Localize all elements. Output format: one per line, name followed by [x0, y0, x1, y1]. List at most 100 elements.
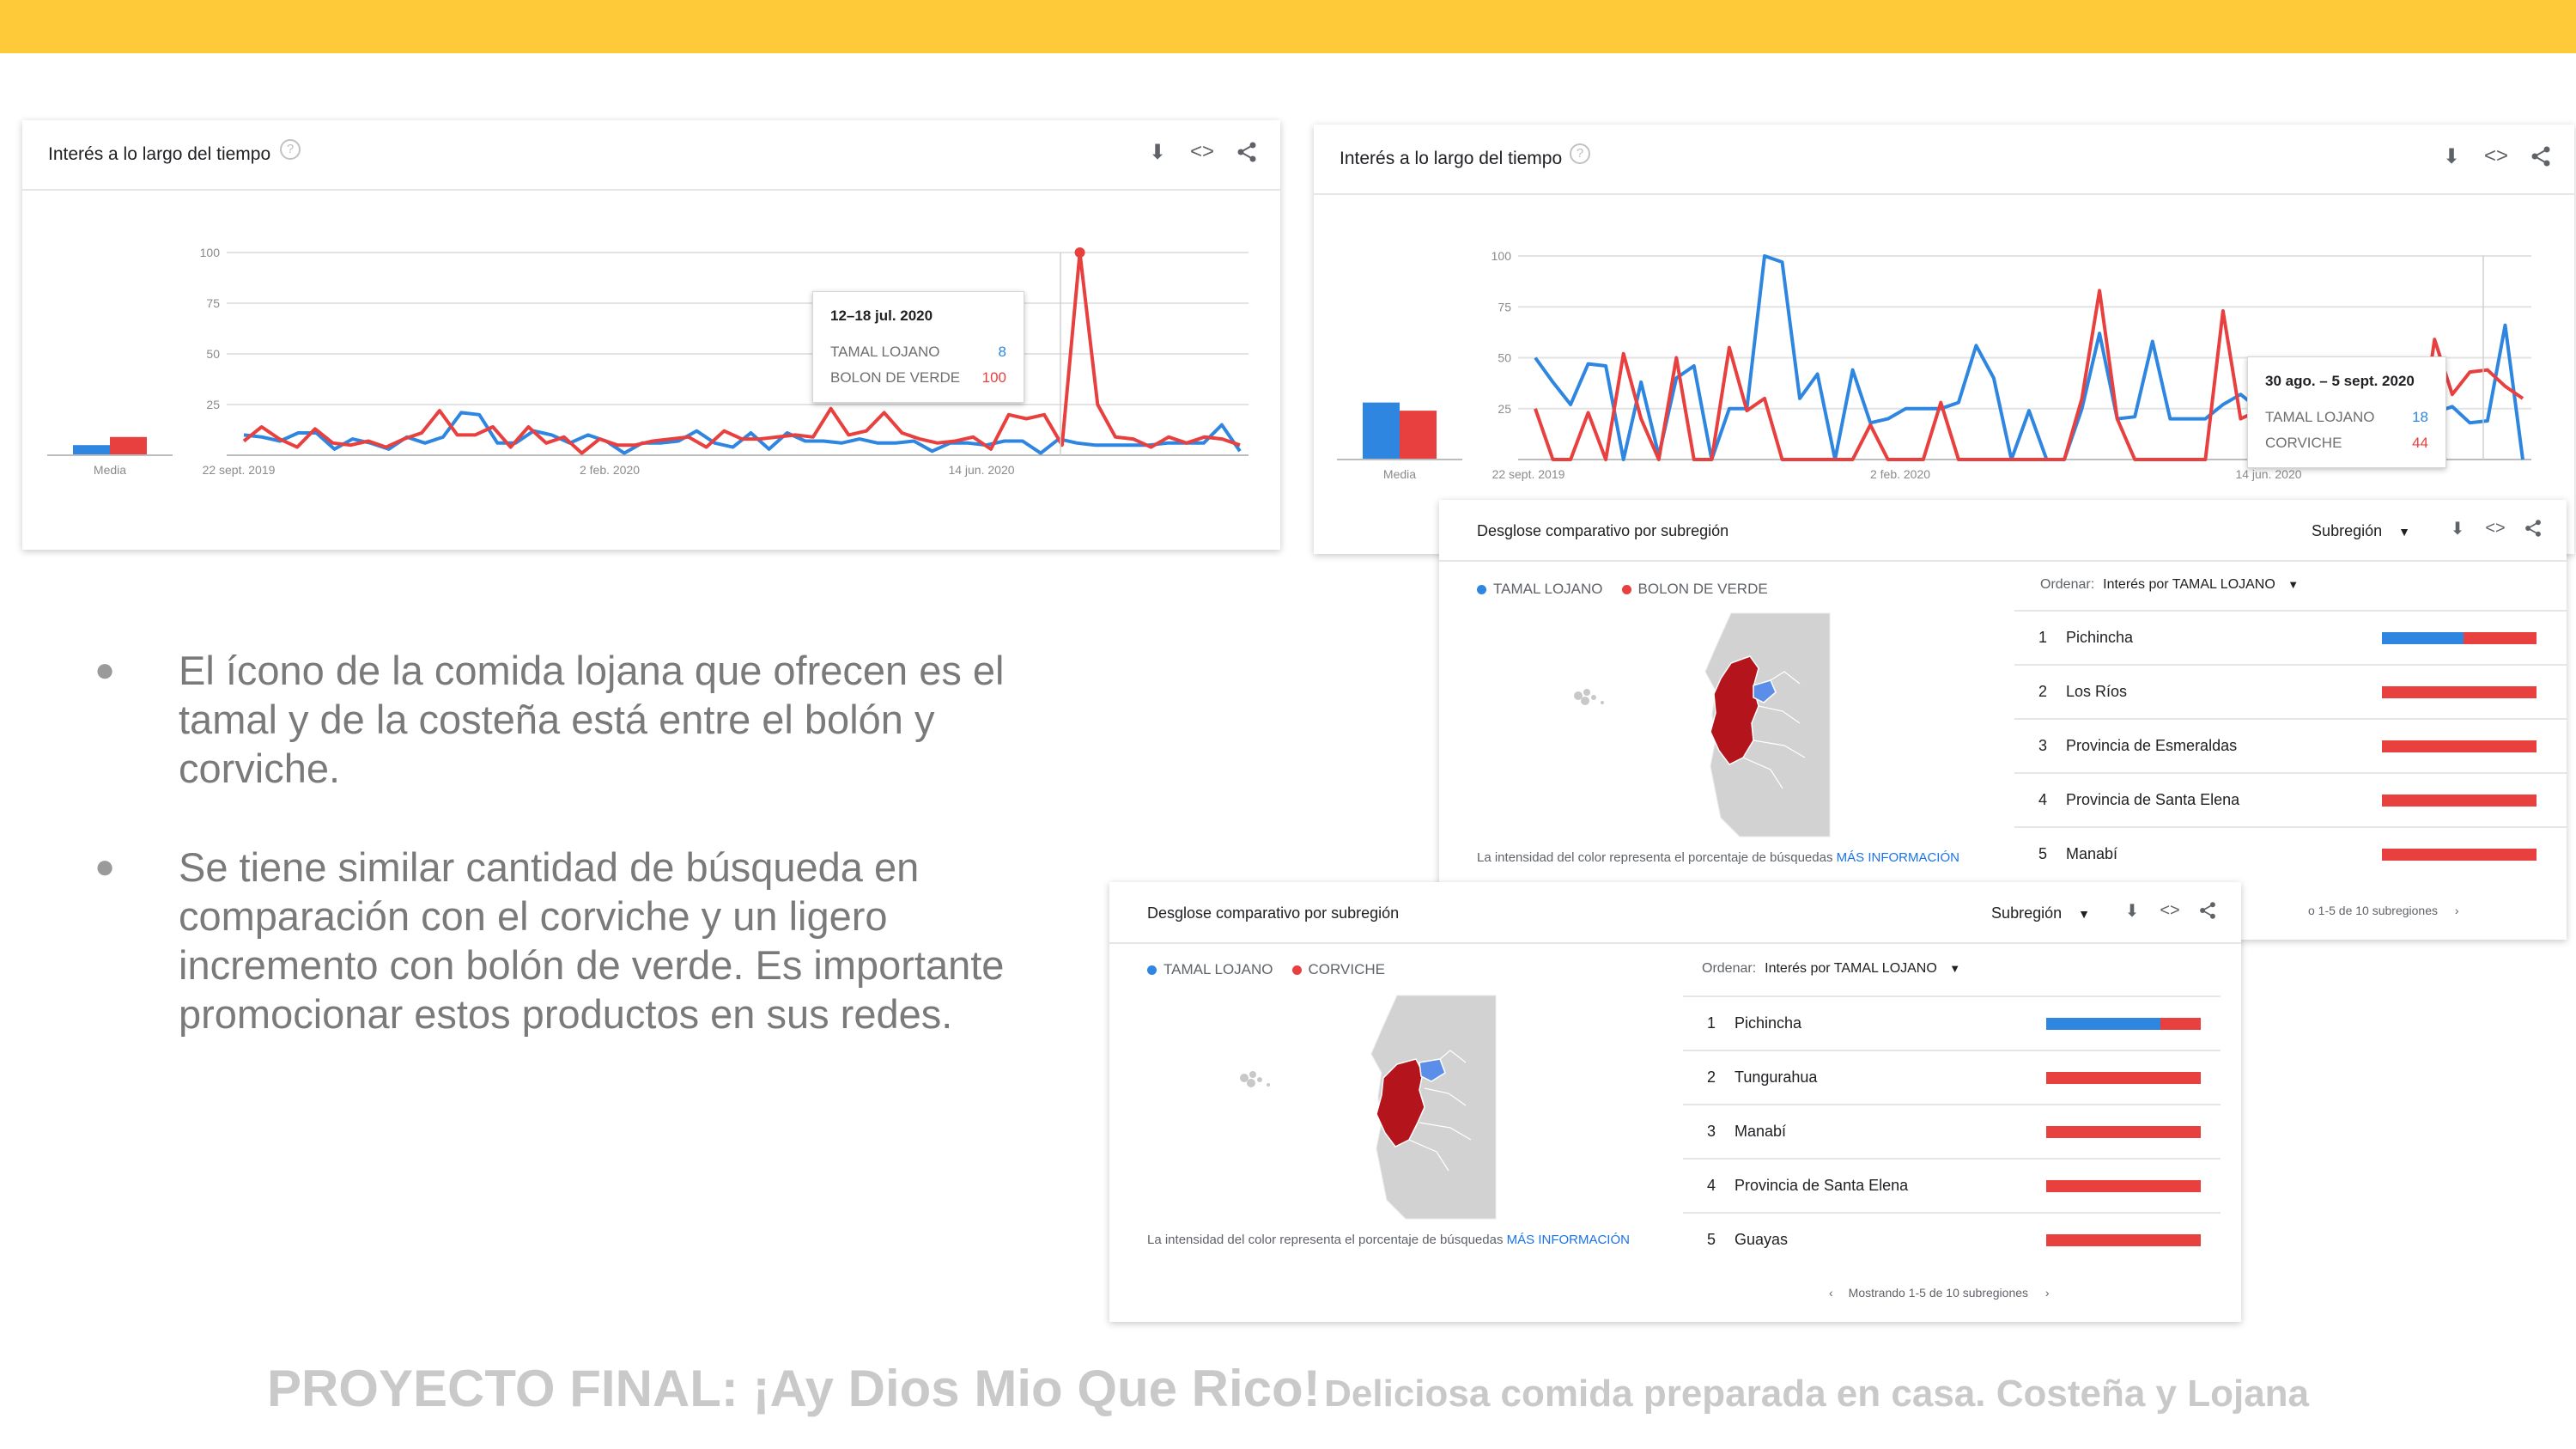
bar-segment-red — [2046, 1072, 2201, 1084]
chevron-right-icon[interactable]: › — [2044, 1286, 2050, 1300]
row-region-name: Provincia de Santa Elena — [2066, 791, 2240, 808]
pichincha-region — [1419, 1058, 1446, 1082]
map-footnote: La intensidad del color representa el po… — [1147, 1233, 1630, 1247]
subregion-breakdown-card-1: Desglose comparativo por subregión Subre… — [1439, 500, 2567, 940]
tooltip-series-name: BOLON DE VERDE — [830, 369, 961, 386]
subregion-row[interactable]: 4 Provincia de Santa Elena — [2014, 772, 2567, 827]
line-chart-1[interactable]: 100 75 50 25 Media 22 sept. 2019 2 feb. 2020 14… — [22, 120, 1280, 550]
x-tick-label: 22 sept. 2019 — [203, 463, 276, 477]
sort-control[interactable]: Ordenar: Interés por TAMAL LOJANO ▼ — [1702, 961, 1960, 977]
embed-code-icon[interactable]: <> — [2485, 518, 2506, 538]
subregion-row[interactable]: 3 Provincia de Esmeraldas — [2014, 718, 2567, 773]
subregion-row[interactable]: 2 Tungurahua — [1683, 1050, 2221, 1105]
average-label: Media — [1383, 467, 1416, 481]
bar-segment-red — [2160, 1018, 2201, 1030]
row-region-name: Manabí — [2066, 845, 2118, 862]
share-icon[interactable] — [2518, 514, 2548, 543]
embed-code-icon[interactable]: <> — [2483, 144, 2509, 167]
subregion-dropdown[interactable]: Subregión ▼ — [2312, 522, 2410, 540]
subregion-row[interactable]: 4 Provincia de Santa Elena — [1683, 1158, 2221, 1213]
row-rank: 4 — [2038, 791, 2048, 808]
download-icon[interactable]: ⬇ — [1148, 140, 1167, 164]
legend-item-blue: TAMAL LOJANO — [1477, 581, 1603, 598]
x-tick-label: 14 jun. 2020 — [2235, 467, 2301, 481]
embed-code-icon[interactable]: <> — [1189, 140, 1215, 163]
help-icon[interactable]: ? — [280, 139, 301, 160]
tooltip-row-blue: TAMAL LOJANO 8 — [830, 344, 1006, 361]
legend-item-red: CORVICHE — [1291, 961, 1385, 978]
row-rank: 3 — [1707, 1123, 1716, 1140]
line-chart-2[interactable]: 100 75 50 25 Media 22 sept. 2019 2 feb. 2020 14… — [1314, 125, 2574, 554]
bar-segment-red — [2382, 740, 2537, 752]
tooltip-series-value: 8 — [998, 344, 1006, 360]
subregion-row[interactable]: 5 Manabí — [2014, 826, 2567, 881]
row-rank: 5 — [2038, 845, 2048, 862]
map-footnote: La intensidad del color representa el po… — [1477, 850, 1959, 865]
tooltip-series-name: TAMAL LOJANO — [830, 344, 940, 360]
tooltip-row-blue: TAMAL LOJANO 18 — [2265, 409, 2428, 426]
y-tick-label: 25 — [206, 398, 220, 411]
footnote-text: La intensidad del color representa el po… — [1477, 850, 1833, 865]
download-icon[interactable]: ⬇ — [2124, 901, 2140, 921]
row-region-name: Los Ríos — [2066, 683, 2128, 700]
y-tick-label: 100 — [1492, 249, 1512, 263]
subregion-row[interactable]: 1 Pichincha — [2014, 610, 2567, 665]
subregion-row[interactable]: 3 Manabí — [1683, 1104, 2221, 1159]
download-icon[interactable]: ⬇ — [2450, 519, 2465, 539]
share-icon[interactable] — [1232, 137, 1261, 167]
sort-control[interactable]: Ordenar: Interés por TAMAL LOJANO ▼ — [2040, 577, 2299, 593]
download-icon[interactable]: ⬇ — [2442, 144, 2461, 168]
footer-subtitle: Deliciosa comida preparada en casa. Cost… — [1324, 1373, 2310, 1415]
pagination-text: o 1-5 de 10 subregiones — [2308, 904, 2438, 917]
row-rank: 2 — [2038, 683, 2048, 700]
ecuador-map[interactable] — [1225, 994, 1500, 1226]
share-icon[interactable] — [2193, 896, 2222, 925]
subregion-dropdown-label: Subregión — [1991, 904, 2063, 922]
subregion-dropdown[interactable]: Subregión ▼ — [1991, 904, 2090, 922]
more-info-link[interactable]: MÁS INFORMACIÓN — [1836, 850, 1959, 865]
hover-point-red — [1074, 247, 1085, 258]
share-icon[interactable] — [2526, 142, 2555, 171]
bar-segment-red — [2046, 1234, 2201, 1246]
tooltip-row-red: CORVICHE 44 — [2265, 435, 2428, 452]
tooltip-series-name: CORVICHE — [2265, 435, 2342, 451]
footer-title: PROYECTO FINAL: ¡Ay Dios Mio Que Rico! D… — [0, 1359, 2576, 1418]
help-icon[interactable]: ? — [1570, 143, 1590, 164]
average-bar — [1363, 402, 1400, 460]
card-title: Desglose comparativo por subregión — [1477, 522, 1729, 539]
legend-label: BOLON DE VERDE — [1637, 581, 1768, 597]
x-tick-label: 2 feb. 2020 — [1870, 467, 1930, 481]
bar-segment-red — [2046, 1180, 2201, 1192]
row-comparison-bar — [2046, 1126, 2201, 1138]
chevron-left-icon[interactable]: ‹ — [1829, 1286, 1833, 1300]
ecuador-map[interactable] — [1559, 612, 1834, 843]
row-rank: 3 — [2038, 737, 2048, 754]
subregion-row[interactable]: 1 Pichincha — [1683, 995, 2221, 1050]
map-legend: TAMAL LOJANO BOLON DE VERDE — [1477, 581, 1768, 598]
y-tick-label: 50 — [206, 347, 220, 361]
average-label: Media — [94, 463, 126, 477]
legend-label: TAMAL LOJANO — [1163, 961, 1273, 977]
subregion-row[interactable]: 2 Los Ríos — [2014, 664, 2567, 719]
legend-label: CORVICHE — [1308, 961, 1385, 977]
bullet-dot-icon: ● — [94, 848, 116, 886]
subregion-row[interactable]: 5 Guayas — [1683, 1212, 2221, 1267]
more-info-link[interactable]: MÁS INFORMACIÓN — [1506, 1233, 1630, 1247]
card-title: Desglose comparativo por subregión — [1147, 904, 1400, 922]
row-comparison-bar — [2046, 1072, 2201, 1084]
y-tick-label: 25 — [1498, 402, 1511, 416]
legend-item-red: BOLON DE VERDE — [1621, 581, 1768, 598]
bullet-dot-icon: ● — [94, 651, 116, 689]
row-rank: 4 — [1707, 1177, 1716, 1194]
pagination-text: Mostrando 1-5 de 10 subregiones — [1848, 1286, 2029, 1300]
bar-segment-red — [2046, 1126, 2201, 1138]
x-tick-label: 14 jun. 2020 — [948, 463, 1014, 477]
row-comparison-bar — [2046, 1018, 2201, 1030]
top-banner — [0, 0, 2576, 53]
embed-code-icon[interactable]: <> — [2160, 900, 2180, 920]
interest-over-time-card-1: Interés a lo largo del tiempo ? ⬇ <> 100… — [22, 120, 1280, 550]
chevron-right-icon[interactable]: › — [2454, 904, 2459, 917]
card-header: Desglose comparativo por subregión Subre… — [1439, 500, 2567, 562]
card-header: Desglose comparativo por subregión Subre… — [1109, 882, 2241, 944]
legend-item-blue: TAMAL LOJANO — [1147, 961, 1273, 978]
